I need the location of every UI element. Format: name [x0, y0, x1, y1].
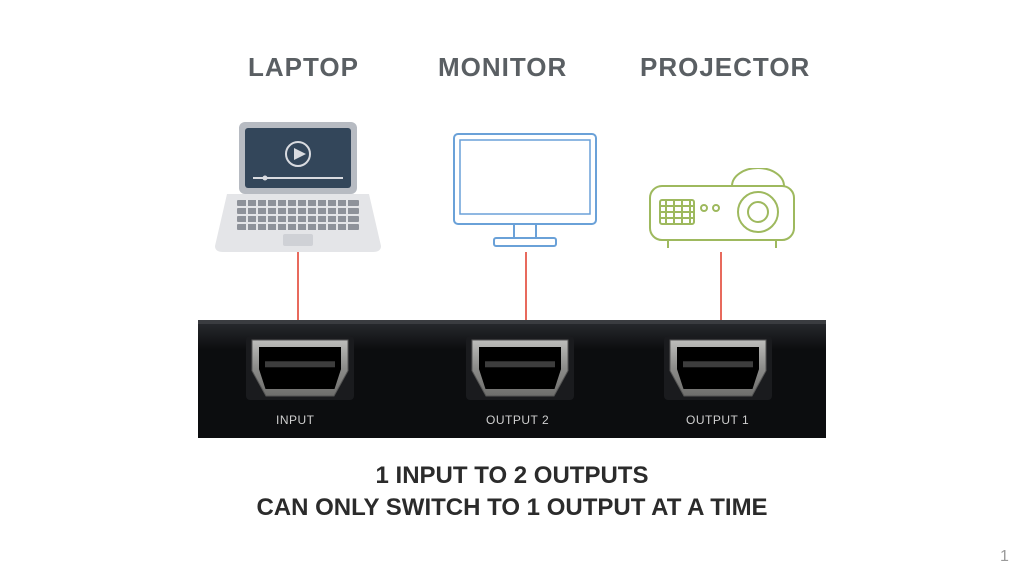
- caption-line-1: 1 INPUT TO 2 OUTPUTS: [0, 462, 1024, 490]
- monitor-icon: [450, 130, 600, 250]
- port-label-input: INPUT: [276, 413, 315, 427]
- label-laptop: LAPTOP: [248, 52, 359, 83]
- caption-line-2: CAN ONLY SWITCH TO 1 OUTPUT AT A TIME: [0, 494, 1024, 522]
- projector-icon: [648, 168, 796, 252]
- connector-monitor: [525, 252, 527, 320]
- port-label-output1: OUTPUT 1: [686, 413, 749, 427]
- port-label-output2: OUTPUT 2: [486, 413, 549, 427]
- laptop-icon: [215, 122, 381, 252]
- label-monitor: MONITOR: [438, 52, 567, 83]
- page-number: 1: [1000, 548, 1009, 566]
- connector-laptop: [297, 252, 299, 320]
- connector-projector: [720, 252, 722, 320]
- label-projector: PROJECTOR: [640, 52, 810, 83]
